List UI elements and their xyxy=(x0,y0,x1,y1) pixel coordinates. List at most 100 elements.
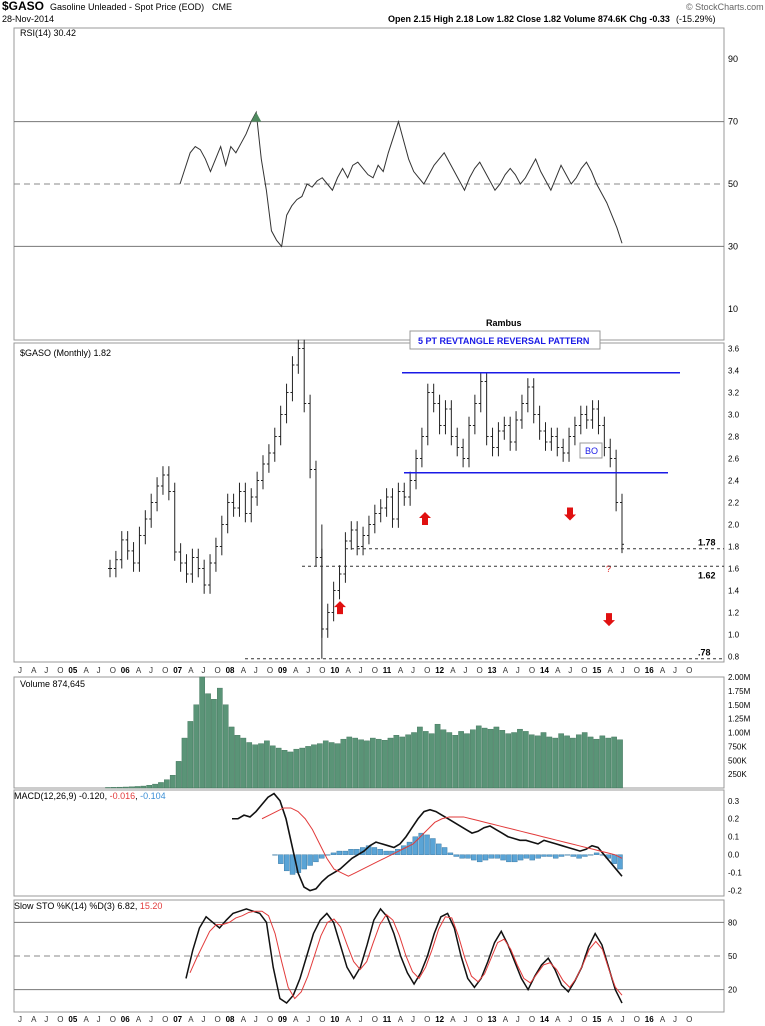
macd-hist-bar xyxy=(494,854,500,859)
volume-bar xyxy=(464,733,470,789)
volume-bar xyxy=(146,785,153,789)
down-arrow xyxy=(603,613,615,627)
x-month-label: J xyxy=(673,666,677,675)
macd-hist-bar xyxy=(547,854,553,857)
macd-hist-bar xyxy=(272,854,278,856)
volume-bar xyxy=(234,735,241,789)
volume-bar xyxy=(487,728,494,789)
x-month-label: O xyxy=(319,666,325,675)
x-month-label: J xyxy=(411,666,415,675)
price-tick-label: 0.8 xyxy=(728,653,740,662)
price-frame xyxy=(13,342,725,663)
macd-hist-bar xyxy=(576,854,582,859)
macd-hist-bar xyxy=(313,854,319,863)
macd-tick-label: -0.2 xyxy=(728,887,742,896)
x-month-label: A xyxy=(398,666,404,675)
rsi-tick-label: 90 xyxy=(728,54,738,64)
volume-bar xyxy=(340,738,347,789)
x-month-label: O xyxy=(215,1015,221,1024)
x-month-label: J xyxy=(201,666,205,675)
x-year-label: 12 xyxy=(435,1015,444,1024)
macd-value: -0.120 xyxy=(79,791,105,801)
stochastic-panel: Slow STO %K(14) %D(3) 6.82, 15.20 xyxy=(14,901,724,1005)
volume-bar xyxy=(352,737,358,789)
x-month-label: A xyxy=(188,1015,194,1024)
volume-bar xyxy=(599,735,606,789)
rambus-label: Rambus xyxy=(486,318,522,328)
macd-hist-value: -0.104 xyxy=(140,791,166,801)
macd-hist-bar xyxy=(383,850,389,855)
price-tick-label: 1.0 xyxy=(728,631,740,640)
volume-bar xyxy=(581,732,588,789)
x-month-label: A xyxy=(555,1015,561,1024)
macd-hist-bar xyxy=(441,847,448,855)
stochastic-k-line xyxy=(185,907,623,1005)
macd-hist-bar xyxy=(459,854,465,859)
volume-bar xyxy=(387,737,394,789)
stochastic-d-value: 15.20 xyxy=(140,901,163,911)
x-month-label: A xyxy=(241,1015,247,1024)
macd-hist-bar xyxy=(517,854,524,861)
x-year-label: 14 xyxy=(540,666,549,675)
volume-bar xyxy=(128,786,135,789)
price-tick-label: 1.6 xyxy=(728,565,740,574)
rsi-tick-label: 10 xyxy=(728,304,738,314)
x-month-label: A xyxy=(503,666,509,675)
volume-bar xyxy=(364,740,370,789)
volume-bar xyxy=(193,704,200,789)
x-year-label: 06 xyxy=(121,666,130,675)
macd-hist-bar xyxy=(512,854,518,863)
up-arrow xyxy=(419,512,431,525)
stochastic-title: Slow STO %K(14) %D(3) 6.82, 15.20 xyxy=(14,901,162,911)
x-month-label: J xyxy=(516,666,520,675)
macd-title: MACD(12,26,9) -0.120, -0.016, -0.104 xyxy=(14,791,166,801)
rsi-line xyxy=(179,110,623,248)
x-year-label: 12 xyxy=(435,666,444,675)
volume-bar xyxy=(222,704,229,789)
x-year-label: 15 xyxy=(592,666,601,675)
x-month-label: O xyxy=(57,666,63,675)
volume-bar xyxy=(475,725,482,789)
macd-hist-bar xyxy=(611,854,617,864)
x-month-label: O xyxy=(686,1015,692,1024)
macd-tick-label: 0.1 xyxy=(728,833,740,842)
x-month-label: J xyxy=(359,1015,363,1024)
macd-hist-bar xyxy=(377,849,383,855)
x-month-label: J xyxy=(44,1015,48,1024)
x-month-label: J xyxy=(621,1015,625,1024)
support-level-label: 1.78 xyxy=(698,538,716,548)
x-month-label: J xyxy=(149,666,153,675)
question-label: ? xyxy=(606,564,611,574)
x-month-label: J xyxy=(18,1015,22,1024)
x-year-label: 05 xyxy=(68,666,77,675)
volume-bar xyxy=(564,735,570,789)
volume-bar xyxy=(164,779,170,789)
volume-tick-label: 1.75M xyxy=(728,687,751,696)
rsi-tick-label: 30 xyxy=(728,241,738,251)
volume-bar xyxy=(240,737,247,789)
rsi-tick-label: 50 xyxy=(728,179,738,189)
macd-hist-bar xyxy=(324,854,331,856)
macd-hist-bar xyxy=(506,854,512,863)
support-level-label: 1.62 xyxy=(698,570,716,580)
volume-bar xyxy=(458,731,464,789)
volume-bar xyxy=(440,729,447,789)
x-month-label: J xyxy=(254,666,258,675)
macd-hist-bar xyxy=(570,854,576,857)
pattern-label: 5 PT REVTANGLE REVERSAL PATTERN xyxy=(418,336,589,346)
exchange-label: CME xyxy=(212,2,232,12)
volume-bar xyxy=(470,729,476,789)
x-year-label: 11 xyxy=(383,1015,392,1024)
x-month-label: J xyxy=(673,1015,677,1024)
volume-bar xyxy=(505,733,511,789)
x-month-label: A xyxy=(660,1015,666,1024)
volume-bar xyxy=(528,734,535,789)
price-tick-label: 3.0 xyxy=(728,411,740,420)
price-tick-label: 2.2 xyxy=(728,499,740,508)
macd-hist-bar xyxy=(301,854,307,870)
x-month-label: O xyxy=(110,666,116,675)
volume-bar xyxy=(481,727,488,789)
x-month-label: J xyxy=(463,666,467,675)
macd-frame xyxy=(13,789,725,897)
price-title: $GASO (Monthly) 1.82 xyxy=(20,348,111,358)
